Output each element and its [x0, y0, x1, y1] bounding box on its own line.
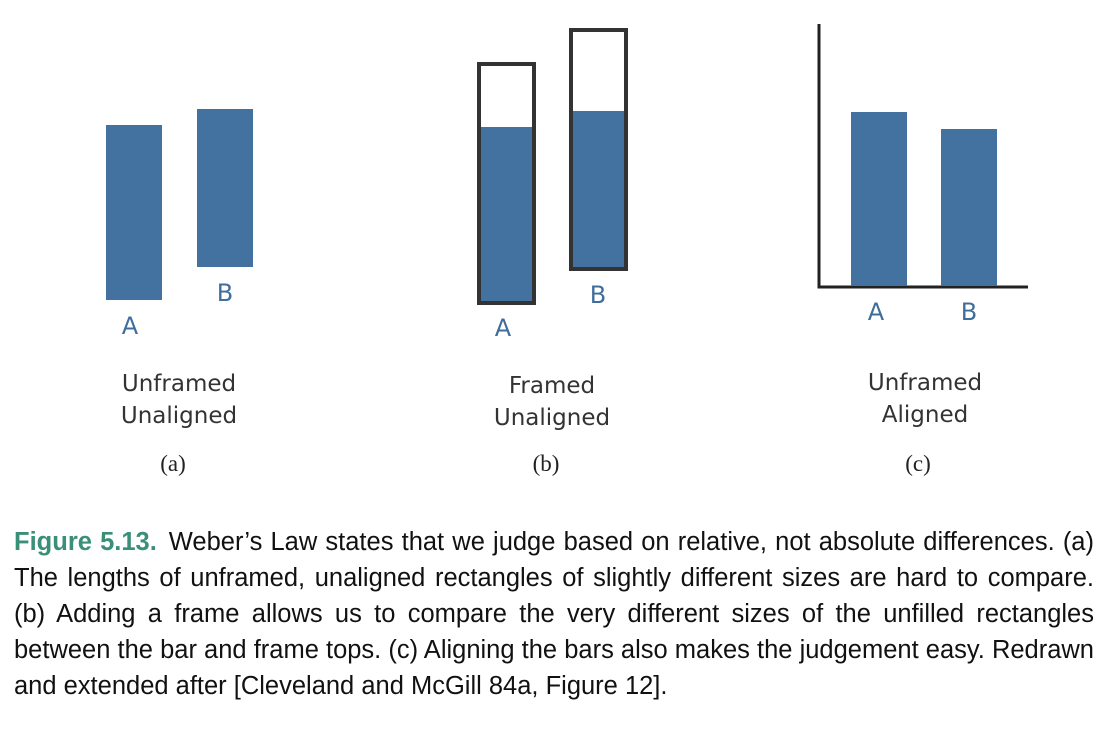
panel-a-bar-b-label: B	[217, 279, 233, 307]
panel-c-condition-line1: Unframed	[868, 370, 982, 396]
panel-b-frame-b	[569, 28, 628, 271]
figure-caption: Figure 5.13. Weber’s Law states that we j…	[14, 524, 1094, 704]
panel-a-condition-line2: Unaligned	[121, 403, 237, 429]
weber-law-figure: A B Unframed Unaligned (a) A B Framed Un…	[106, 24, 1028, 476]
caption-text: Weber’s Law states that we judge based o…	[14, 528, 1094, 700]
panel-c-label: (c)	[905, 451, 931, 476]
panel-a-label: (a)	[160, 451, 186, 476]
panel-a-condition-line1: Unframed	[122, 371, 236, 397]
panel-c-bar-a	[851, 112, 907, 286]
panel-c-bar-b	[941, 129, 997, 286]
panel-a-bar-a	[106, 125, 162, 300]
panel-b-label: (b)	[533, 451, 560, 476]
panel-c-axis	[817, 24, 1028, 289]
panel-b: A B Framed Unaligned (b)	[477, 28, 628, 476]
panel-b-frame-a	[477, 62, 536, 305]
panel-b-condition-line2: Unaligned	[494, 405, 610, 431]
panel-b-bar-a-label: A	[495, 314, 512, 342]
panel-a-bar-a-label: A	[122, 312, 139, 340]
panel-c-condition-line2: Aligned	[882, 402, 968, 428]
panel-b-bar-b-label: B	[590, 281, 606, 309]
panel-c: A B Unframed Aligned (c)	[817, 24, 1028, 476]
panel-c-bar-b-label: B	[961, 298, 977, 326]
panel-b-condition-line1: Framed	[509, 373, 595, 399]
panel-b-bar-a	[479, 127, 534, 302]
panel-a: A B Unframed Unaligned (a)	[106, 109, 253, 476]
panel-c-bar-a-label: A	[868, 298, 885, 326]
panel-b-bar-b	[571, 111, 626, 268]
figure-number: Figure 5.13.	[14, 528, 157, 556]
panel-a-bar-b	[197, 109, 253, 267]
